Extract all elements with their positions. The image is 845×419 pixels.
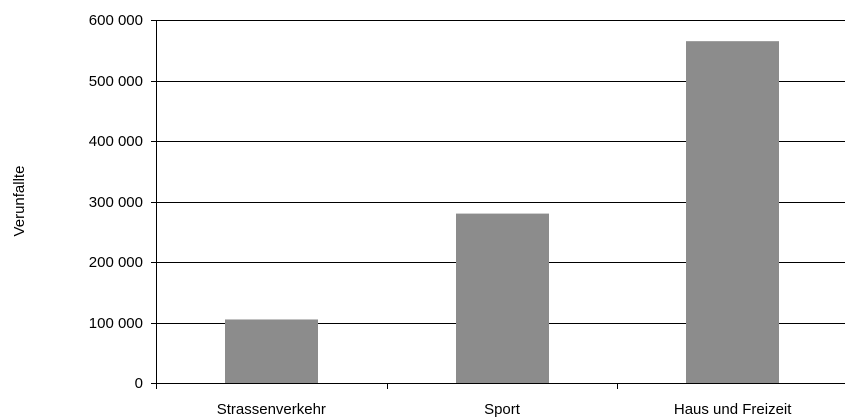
y-tick-label: 100 000 xyxy=(89,315,143,332)
bar xyxy=(456,213,549,383)
bar xyxy=(225,319,318,383)
y-tick-label: 300 000 xyxy=(89,194,143,211)
labels: 0 100 000 200 000 300 000 400 000 500 000 600 … xyxy=(89,12,793,418)
bars xyxy=(225,41,779,384)
y-tick-label: 400 000 xyxy=(89,133,143,150)
x-tick-label: Sport xyxy=(484,401,521,418)
axes xyxy=(151,20,845,389)
bar xyxy=(686,41,779,384)
x-tick-label: Haus und Freizeit xyxy=(674,401,792,418)
y-tick-label: 500 000 xyxy=(89,73,143,90)
y-tick-label: 0 xyxy=(135,375,143,392)
x-tick-label: Strassenverkehr xyxy=(217,401,326,418)
y-tick-label: 200 000 xyxy=(89,254,143,271)
y-tick-label: 600 000 xyxy=(89,12,143,29)
y-axis-title: Verunfallte xyxy=(11,166,28,237)
